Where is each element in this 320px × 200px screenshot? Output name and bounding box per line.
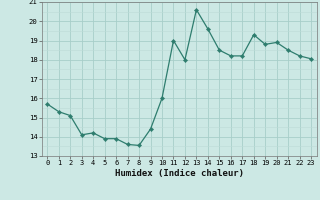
X-axis label: Humidex (Indice chaleur): Humidex (Indice chaleur) bbox=[115, 169, 244, 178]
